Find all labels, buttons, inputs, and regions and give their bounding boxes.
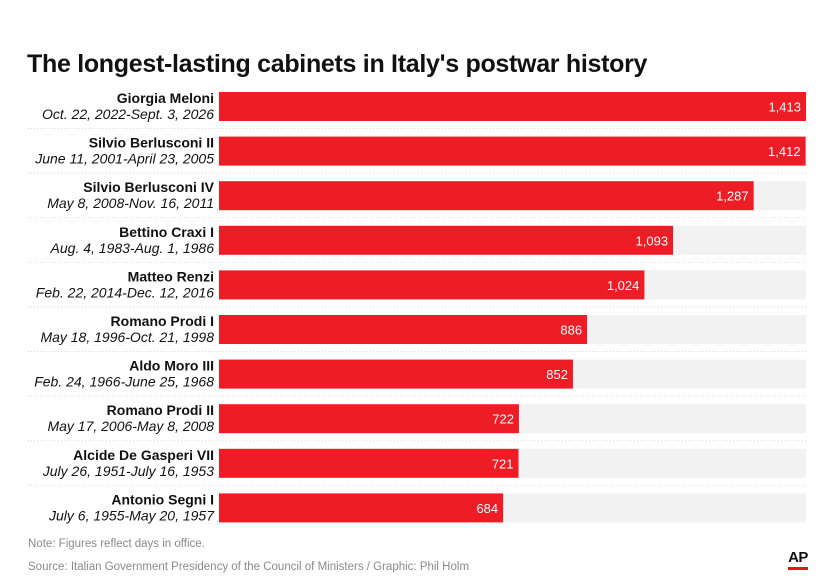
bar-value-label: 852 <box>546 367 568 382</box>
bar <box>219 448 519 478</box>
bar <box>219 136 806 166</box>
category-name: Antonio Segni I <box>111 491 214 507</box>
chart-source: Source: Italian Government Presidency of… <box>28 561 470 573</box>
ap-logo-underline <box>788 567 808 570</box>
category-name: Romano Prodi II <box>107 402 214 418</box>
bar-value-label: 721 <box>492 456 514 471</box>
category-name: Alcide De Gasperi VII <box>73 447 214 463</box>
bar <box>219 359 573 389</box>
category-name: Aldo Moro III <box>129 358 214 374</box>
bar-value-label: 1,413 <box>768 100 801 115</box>
bar-value-label: 1,412 <box>768 144 801 159</box>
category-name: Romano Prodi I <box>111 313 214 329</box>
bar <box>219 493 504 523</box>
category-dates: Feb. 24, 1966-June 25, 1968 <box>34 374 214 390</box>
bar <box>219 404 519 434</box>
category-dates: May 18, 1996-Oct. 21, 1998 <box>40 329 214 345</box>
category-dates: July 26, 1951-July 16, 1953 <box>42 463 214 479</box>
bar <box>219 225 674 255</box>
bar-value-label: 1,287 <box>716 189 749 204</box>
bar <box>219 270 645 300</box>
bar-value-label: 684 <box>476 501 498 516</box>
category-dates: Aug. 4, 1983-Aug. 1, 1986 <box>50 240 215 256</box>
category-dates: June 11, 2001-April 23, 2005 <box>34 151 214 167</box>
ap-logo: AP <box>788 549 808 566</box>
bar <box>219 315 588 344</box>
chart-note: Note: Figures reflect days in office. <box>28 538 205 550</box>
category-name: Bettino Craxi I <box>119 224 214 240</box>
bar <box>219 181 754 211</box>
bar-value-label: 1,024 <box>607 278 640 293</box>
category-dates: May 17, 2006-May 8, 2008 <box>47 418 214 434</box>
category-dates: Oct. 22, 2022-Sept. 3, 2026 <box>42 106 214 122</box>
category-name: Silvio Berlusconi II <box>89 135 214 151</box>
category-dates: July 6, 1955-May 20, 1957 <box>48 507 215 523</box>
bar-value-label: 886 <box>560 323 582 338</box>
bar-value-label: 722 <box>492 412 514 427</box>
category-name: Silvio Berlusconi IV <box>83 179 214 195</box>
bar <box>219 92 806 121</box>
bar-value-label: 1,093 <box>636 233 669 248</box>
chart-title: The longest-lasting cabinets in Italy's … <box>27 50 648 78</box>
category-name: Matteo Renzi <box>128 268 214 284</box>
category-dates: May 8, 2008-Nov. 16, 2011 <box>47 195 214 211</box>
category-name: Giorgia Meloni <box>117 90 214 106</box>
category-dates: Feb. 22, 2014-Dec. 12, 2016 <box>36 284 214 300</box>
